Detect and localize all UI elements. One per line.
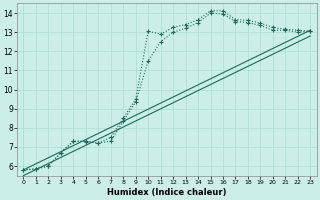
X-axis label: Humidex (Indice chaleur): Humidex (Indice chaleur)	[107, 188, 227, 197]
